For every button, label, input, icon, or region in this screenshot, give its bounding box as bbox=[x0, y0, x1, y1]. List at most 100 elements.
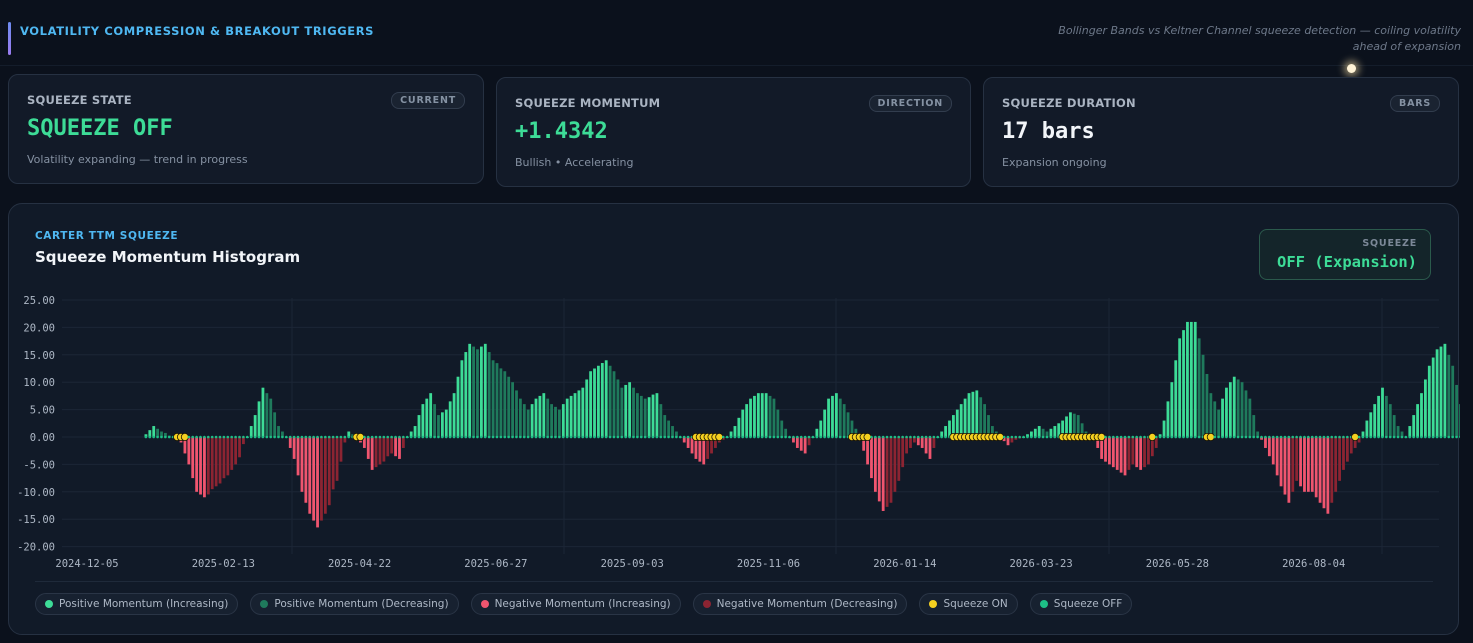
momentum-bar bbox=[928, 437, 932, 459]
momentum-bar bbox=[776, 409, 780, 437]
squeeze-off-dot bbox=[316, 435, 319, 439]
panel-tag: CARTER TTM SQUEEZE bbox=[35, 230, 179, 242]
squeeze-off-dot bbox=[1143, 435, 1146, 439]
momentum-bar bbox=[862, 437, 866, 451]
momentum-bar bbox=[1193, 321, 1197, 437]
momentum-bar bbox=[534, 398, 538, 437]
momentum-bar bbox=[1225, 387, 1228, 437]
squeeze-off-dot bbox=[226, 435, 230, 439]
squeeze-off-dot bbox=[335, 435, 339, 439]
momentum-bar bbox=[1143, 437, 1146, 468]
squeeze-off-dot bbox=[1108, 435, 1111, 439]
momentum-bar bbox=[1455, 384, 1459, 437]
squeeze-off-dot bbox=[1244, 435, 1248, 439]
momentum-bar bbox=[616, 379, 620, 437]
momentum-bar bbox=[1365, 420, 1369, 437]
momentum-bar bbox=[799, 437, 803, 451]
momentum-bar bbox=[987, 415, 990, 437]
squeeze-off-dot bbox=[437, 435, 440, 439]
momentum-bar bbox=[924, 437, 928, 454]
momentum-bar bbox=[261, 387, 265, 437]
momentum-bar bbox=[597, 365, 600, 437]
squeeze-off-dot bbox=[1279, 435, 1283, 439]
momentum-bar bbox=[877, 437, 881, 502]
legend-label: Positive Momentum (Increasing) bbox=[59, 598, 229, 610]
legend-item[interactable]: Negative Momentum (Increasing) bbox=[470, 593, 681, 615]
squeeze-off-dot bbox=[495, 435, 499, 439]
squeeze-off-dot bbox=[577, 435, 581, 439]
momentum-bar bbox=[604, 360, 608, 437]
legend-item[interactable]: Positive Momentum (Increasing) bbox=[35, 593, 239, 615]
squeeze-off-dot bbox=[597, 435, 600, 439]
card-description: Volatility expanding — trend in progress bbox=[27, 153, 248, 166]
squeeze-off-dot bbox=[1373, 435, 1376, 439]
momentum-bar bbox=[702, 437, 706, 465]
x-tick-label: 2026-01-14 bbox=[873, 558, 936, 570]
momentum-bar bbox=[448, 401, 452, 437]
squeeze-off-dot bbox=[1221, 435, 1224, 439]
momentum-bar bbox=[468, 343, 472, 437]
momentum-bar bbox=[944, 426, 947, 437]
squeeze-off-dot bbox=[483, 435, 487, 439]
momentum-bar bbox=[760, 393, 764, 437]
squeeze-off-dot bbox=[624, 435, 627, 439]
momentum-bar bbox=[226, 437, 230, 476]
squeeze-off-dot bbox=[253, 435, 257, 439]
squeeze-off-dot bbox=[281, 435, 284, 439]
momentum-bar bbox=[795, 437, 799, 448]
legend-item[interactable]: Squeeze ON bbox=[919, 593, 1018, 615]
squeeze-off-dot bbox=[1022, 435, 1025, 439]
squeeze-off-dot bbox=[616, 435, 620, 439]
squeeze-off-dot bbox=[277, 435, 280, 439]
momentum-bar bbox=[772, 398, 776, 437]
squeeze-off-dot bbox=[542, 435, 546, 439]
squeeze-off-dot bbox=[1041, 435, 1045, 439]
squeeze-off-dot bbox=[877, 435, 881, 439]
momentum-bar bbox=[230, 437, 234, 470]
squeeze-off-dot bbox=[429, 435, 432, 439]
squeeze-duration-value: 17 bars bbox=[1002, 119, 1095, 144]
momentum-bar bbox=[195, 437, 199, 492]
momentum-bar bbox=[733, 426, 737, 437]
squeeze-off-dot bbox=[632, 435, 635, 439]
squeeze-off-dot bbox=[296, 435, 300, 439]
squeeze-off-dot bbox=[1291, 435, 1295, 439]
legend-item[interactable]: Negative Momentum (Decreasing) bbox=[692, 593, 908, 615]
x-tick-label: 2026-08-04 bbox=[1282, 558, 1345, 570]
x-tick-label: 2026-03-23 bbox=[1009, 558, 1072, 570]
card-badge: DIRECTION bbox=[868, 95, 952, 112]
squeeze-off-dot bbox=[1139, 435, 1142, 439]
squeeze-off-dot bbox=[374, 435, 378, 439]
momentum-bar bbox=[1412, 415, 1416, 437]
momentum-bar bbox=[838, 398, 842, 437]
squeeze-off-dot bbox=[398, 435, 401, 439]
legend-item[interactable]: Positive Momentum (Decreasing) bbox=[250, 593, 459, 615]
squeeze-off-dot bbox=[1260, 435, 1263, 439]
squeeze-off-dot bbox=[390, 435, 393, 439]
squeeze-off-dot bbox=[444, 435, 448, 439]
squeeze-off-dot bbox=[261, 435, 265, 439]
momentum-bar bbox=[1451, 365, 1455, 437]
momentum-bar bbox=[1006, 437, 1010, 446]
momentum-bar bbox=[203, 437, 206, 498]
legend-swatch-icon bbox=[260, 600, 269, 608]
squeeze-off-dot bbox=[402, 435, 405, 439]
momentum-bar bbox=[1221, 398, 1224, 437]
squeeze-off-dot bbox=[558, 435, 561, 439]
momentum-bar bbox=[1139, 437, 1143, 470]
squeeze-off-dot bbox=[905, 435, 908, 439]
card-description: Expansion ongoing bbox=[1002, 156, 1107, 169]
legend-item[interactable]: Squeeze OFF bbox=[1029, 593, 1133, 615]
momentum-bar bbox=[1248, 398, 1252, 437]
squeeze-off-dot bbox=[409, 435, 413, 439]
legend-swatch-icon bbox=[480, 600, 489, 608]
momentum-bar bbox=[518, 398, 522, 437]
squeeze-off-dot bbox=[522, 435, 526, 439]
momentum-bar bbox=[456, 376, 460, 437]
squeeze-status-value: OFF (Expansion) bbox=[1277, 253, 1417, 271]
momentum-bar bbox=[639, 395, 643, 437]
momentum-bar bbox=[1279, 437, 1283, 487]
momentum-bar bbox=[1295, 437, 1299, 481]
momentum-bar bbox=[694, 437, 698, 459]
squeeze-off-dot bbox=[1396, 435, 1400, 439]
